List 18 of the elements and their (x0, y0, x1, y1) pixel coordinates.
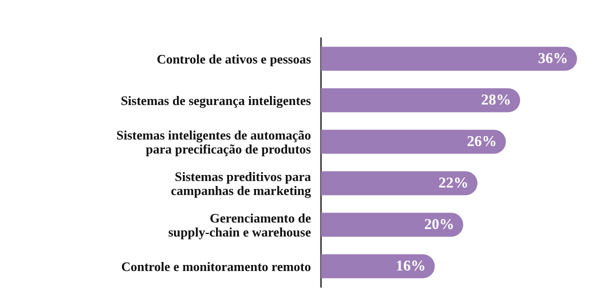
bar (321, 212, 464, 237)
bar (321, 46, 577, 71)
data-label: 36% (538, 50, 568, 67)
bar (321, 254, 435, 278)
data-label: 22% (438, 175, 468, 192)
bar (321, 171, 478, 196)
y-tick-label: Sistemas de segurança inteligentes (120, 92, 311, 108)
y-tick-label: Gerenciamento de supply-chain e warehouse (168, 210, 312, 240)
data-label: 28% (481, 92, 512, 108)
y-tick-label: Controle e monitoramento remoto (121, 258, 311, 274)
data-label: 20% (424, 216, 454, 233)
bar (321, 130, 506, 154)
data-label: 26% (466, 134, 497, 150)
bar (321, 88, 520, 112)
y-tick-label: Sistemas inteligentes de automação para precificação de produtos (116, 127, 311, 156)
data-label: 16% (396, 258, 426, 274)
y-tick-label: Controle de ativos e pessoas (156, 51, 311, 66)
y-tick-label: Sistemas preditivos para campanhas de marketing (170, 168, 312, 198)
